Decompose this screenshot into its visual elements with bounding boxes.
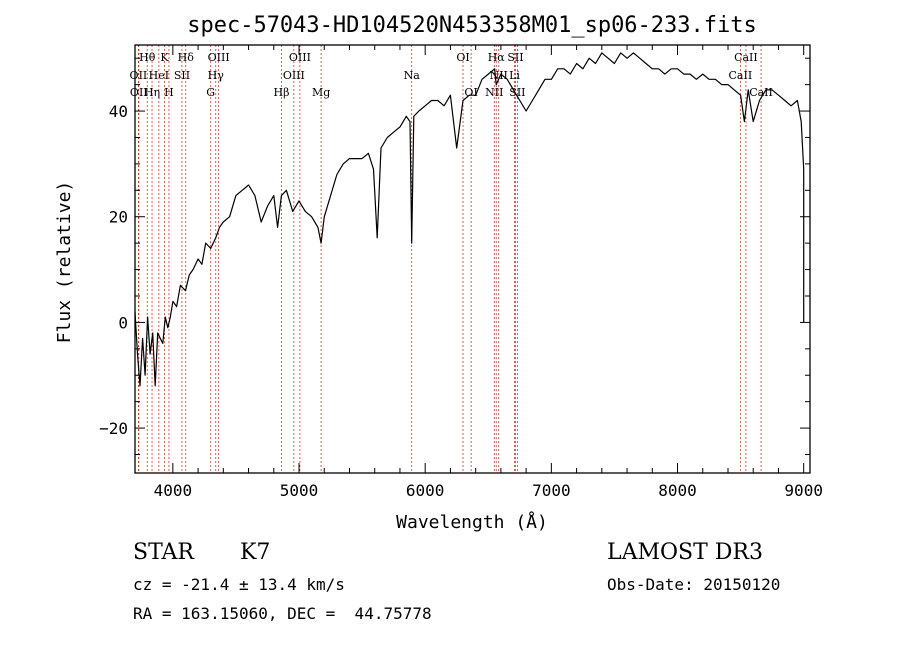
x-tick-label: 7000 [532, 481, 571, 500]
x-tick-label: 9000 [784, 481, 823, 500]
x-axis-label: Wavelength (Å) [396, 511, 548, 533]
spectrum-chart: 4000 5000 6000 7000 8000 9000 −20 0 20 40 Hθ K Hδ OI… [54, 13, 823, 533]
line-label-18: OII [130, 86, 148, 99]
line-label-11: SII [174, 69, 190, 82]
line-label-4: OIII [289, 51, 311, 64]
line-label-25: NII [485, 86, 503, 99]
y-tick-label: 0 [118, 313, 128, 332]
line-markers [138, 45, 762, 473]
line-label-14: Na [404, 69, 421, 82]
coordinates: RA = 163.15060, DEC = 44.75778 [133, 604, 432, 623]
line-label-26: SII [509, 86, 525, 99]
line-label-20: H [164, 86, 174, 99]
x-tick-label: 4000 [154, 481, 193, 500]
obs-date: Obs-Date: 20150120 [607, 575, 781, 594]
y-tick-label: 20 [109, 208, 128, 227]
line-label-2: Hδ [178, 51, 195, 64]
line-label-13: OIII [283, 69, 305, 82]
line-label-12: Hγ [208, 69, 225, 82]
plot-frame [134, 44, 811, 474]
y-axis-label: Flux (relative) [54, 181, 75, 344]
line-label-3: OIII [208, 51, 230, 64]
line-label-19: Hη [144, 86, 160, 99]
redshift-text: cz = -21.4 ± 13.4 km/s [133, 575, 345, 594]
object-class: STAR [133, 540, 194, 565]
object-subclass: K7 [240, 540, 271, 565]
line-label-9: OII [130, 69, 148, 82]
line-label-16: Li [509, 69, 520, 82]
y-tick-label: 40 [109, 102, 128, 121]
axis-ticks: 4000 5000 6000 7000 8000 9000 −20 0 20 40 [99, 45, 823, 500]
x-tick-label: 5000 [280, 481, 319, 500]
chart-title: spec-57043-HD104520N453358M01_sp06-233.f… [187, 13, 757, 38]
line-label-27: CaII [749, 86, 773, 99]
line-label-22: Hβ [274, 86, 290, 99]
survey-name: LAMOST DR3 [607, 540, 763, 565]
line-label-7: SII [507, 51, 523, 64]
x-tick-label: 8000 [658, 481, 697, 500]
line-label-21: G [206, 86, 215, 99]
y-tick-label: −20 [99, 419, 128, 438]
spectrum-line-0 [134, 52, 805, 387]
line-label-15: NII [490, 69, 508, 82]
line-label-5: OI [456, 51, 469, 64]
line-label-6: Hα [488, 51, 506, 64]
x-tick-label: 6000 [406, 481, 445, 500]
line-label-1: K [160, 51, 169, 64]
line-label-10: HeI [149, 69, 169, 82]
spectrum-line-group [134, 52, 805, 387]
line-label-0: Hθ [139, 51, 156, 64]
line-label-23: Mg [312, 86, 330, 99]
line-label-8: CaII [734, 51, 758, 64]
line-label-17: CaII [729, 69, 753, 82]
line-label-24: OI [464, 86, 477, 99]
